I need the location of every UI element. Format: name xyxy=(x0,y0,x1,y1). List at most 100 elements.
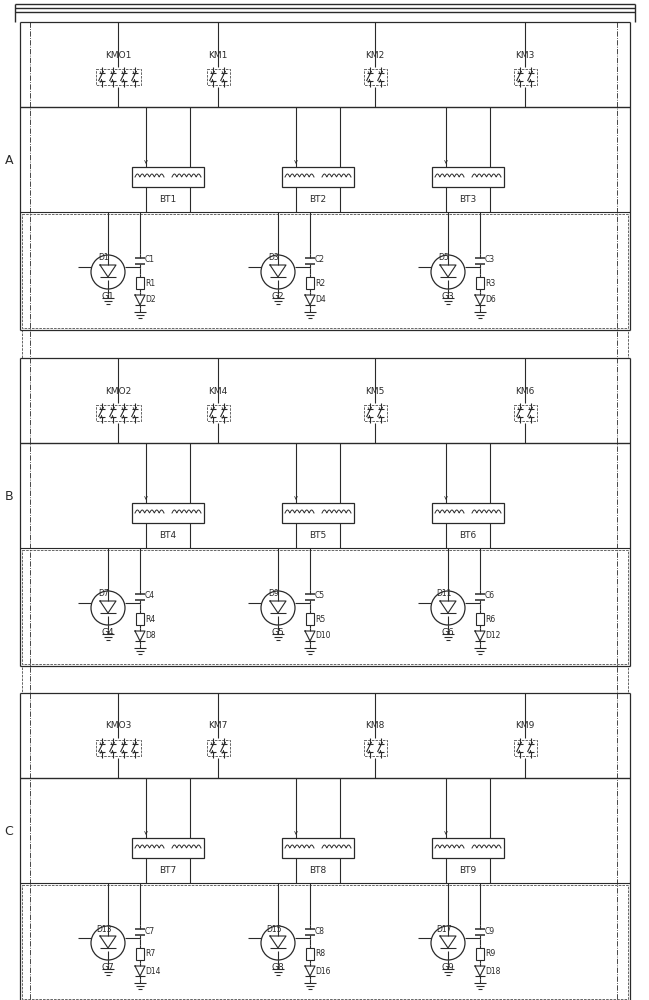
Text: D13: D13 xyxy=(96,924,112,934)
Text: C1: C1 xyxy=(145,255,155,264)
Bar xyxy=(363,740,387,756)
Text: R2: R2 xyxy=(315,278,325,288)
Bar xyxy=(476,948,484,960)
Text: KM8: KM8 xyxy=(365,722,385,730)
Text: C: C xyxy=(5,825,14,838)
Text: BT2: BT2 xyxy=(310,195,326,204)
Text: A: A xyxy=(5,154,13,167)
Bar xyxy=(476,277,484,289)
Bar xyxy=(282,503,354,523)
Bar xyxy=(132,503,204,523)
Text: KM5: KM5 xyxy=(365,386,385,395)
Bar xyxy=(206,69,230,85)
Bar xyxy=(363,69,387,85)
Text: R4: R4 xyxy=(145,614,155,624)
Text: R6: R6 xyxy=(485,614,495,624)
Bar xyxy=(206,740,230,756)
Text: D18: D18 xyxy=(485,966,500,976)
Text: KM7: KM7 xyxy=(208,722,228,730)
Text: BT7: BT7 xyxy=(160,866,177,875)
Text: C8: C8 xyxy=(315,926,325,936)
Text: D2: D2 xyxy=(145,296,156,304)
Text: KM2: KM2 xyxy=(365,50,385,60)
Text: R7: R7 xyxy=(145,950,155,958)
Text: C9: C9 xyxy=(485,926,495,936)
Text: R1: R1 xyxy=(145,278,155,288)
Bar xyxy=(206,405,230,421)
Text: G9: G9 xyxy=(441,963,454,972)
Text: D9: D9 xyxy=(269,589,279,598)
Bar xyxy=(95,405,140,421)
Bar xyxy=(476,613,484,625)
Text: C5: C5 xyxy=(315,591,325,600)
Bar xyxy=(95,69,140,85)
Text: R5: R5 xyxy=(315,614,325,624)
Text: D14: D14 xyxy=(145,966,160,976)
Bar xyxy=(132,167,204,187)
Text: R8: R8 xyxy=(315,950,325,958)
Bar xyxy=(306,613,314,625)
Text: D3: D3 xyxy=(269,253,279,262)
Text: D1: D1 xyxy=(99,253,109,262)
Bar xyxy=(22,550,628,664)
Text: BT9: BT9 xyxy=(459,866,476,875)
Bar xyxy=(22,666,628,693)
Text: KM4: KM4 xyxy=(208,386,228,395)
Text: KM3: KM3 xyxy=(515,50,535,60)
Bar xyxy=(513,405,537,421)
Bar xyxy=(432,167,504,187)
Text: D11: D11 xyxy=(436,589,452,598)
Bar xyxy=(282,167,354,187)
Text: D5: D5 xyxy=(439,253,449,262)
Bar xyxy=(306,948,314,960)
Text: KM9: KM9 xyxy=(515,722,535,730)
Text: D17: D17 xyxy=(436,924,452,934)
Text: BT8: BT8 xyxy=(310,866,326,875)
Bar xyxy=(513,740,537,756)
Text: G5: G5 xyxy=(272,628,284,637)
Text: R9: R9 xyxy=(485,950,495,958)
Bar xyxy=(513,69,537,85)
Text: G3: G3 xyxy=(441,292,454,301)
Bar xyxy=(363,405,387,421)
Bar xyxy=(306,277,314,289)
Text: C3: C3 xyxy=(485,255,495,264)
Text: BT6: BT6 xyxy=(459,531,476,540)
Text: C2: C2 xyxy=(315,255,325,264)
Text: D12: D12 xyxy=(485,632,500,641)
Text: G7: G7 xyxy=(102,963,114,972)
Text: D7: D7 xyxy=(99,589,110,598)
Bar xyxy=(136,948,144,960)
Text: BT1: BT1 xyxy=(160,195,177,204)
Text: R3: R3 xyxy=(485,278,495,288)
Text: D16: D16 xyxy=(315,966,330,976)
Text: B: B xyxy=(5,490,14,503)
Text: G4: G4 xyxy=(102,628,114,637)
Text: D6: D6 xyxy=(485,296,496,304)
Text: KM6: KM6 xyxy=(515,386,535,395)
Bar xyxy=(132,838,204,858)
Text: G1: G1 xyxy=(102,292,114,301)
Bar xyxy=(22,885,628,999)
Text: D10: D10 xyxy=(315,632,330,641)
Text: C4: C4 xyxy=(145,591,155,600)
Text: BT3: BT3 xyxy=(459,195,476,204)
Text: D8: D8 xyxy=(145,632,156,641)
Bar xyxy=(432,838,504,858)
Bar xyxy=(95,740,140,756)
Text: C7: C7 xyxy=(145,926,155,936)
Text: KMO3: KMO3 xyxy=(104,722,131,730)
Text: G8: G8 xyxy=(272,963,284,972)
Text: BT4: BT4 xyxy=(160,531,177,540)
Text: KM1: KM1 xyxy=(208,50,228,60)
Text: KMO2: KMO2 xyxy=(105,386,131,395)
Bar xyxy=(282,838,354,858)
Text: C6: C6 xyxy=(485,591,495,600)
Bar xyxy=(136,613,144,625)
Bar xyxy=(22,330,628,358)
Text: KMO1: KMO1 xyxy=(104,50,131,60)
Text: BT5: BT5 xyxy=(310,531,326,540)
Bar xyxy=(22,214,628,328)
Text: D15: D15 xyxy=(266,924,282,934)
Bar xyxy=(432,503,504,523)
